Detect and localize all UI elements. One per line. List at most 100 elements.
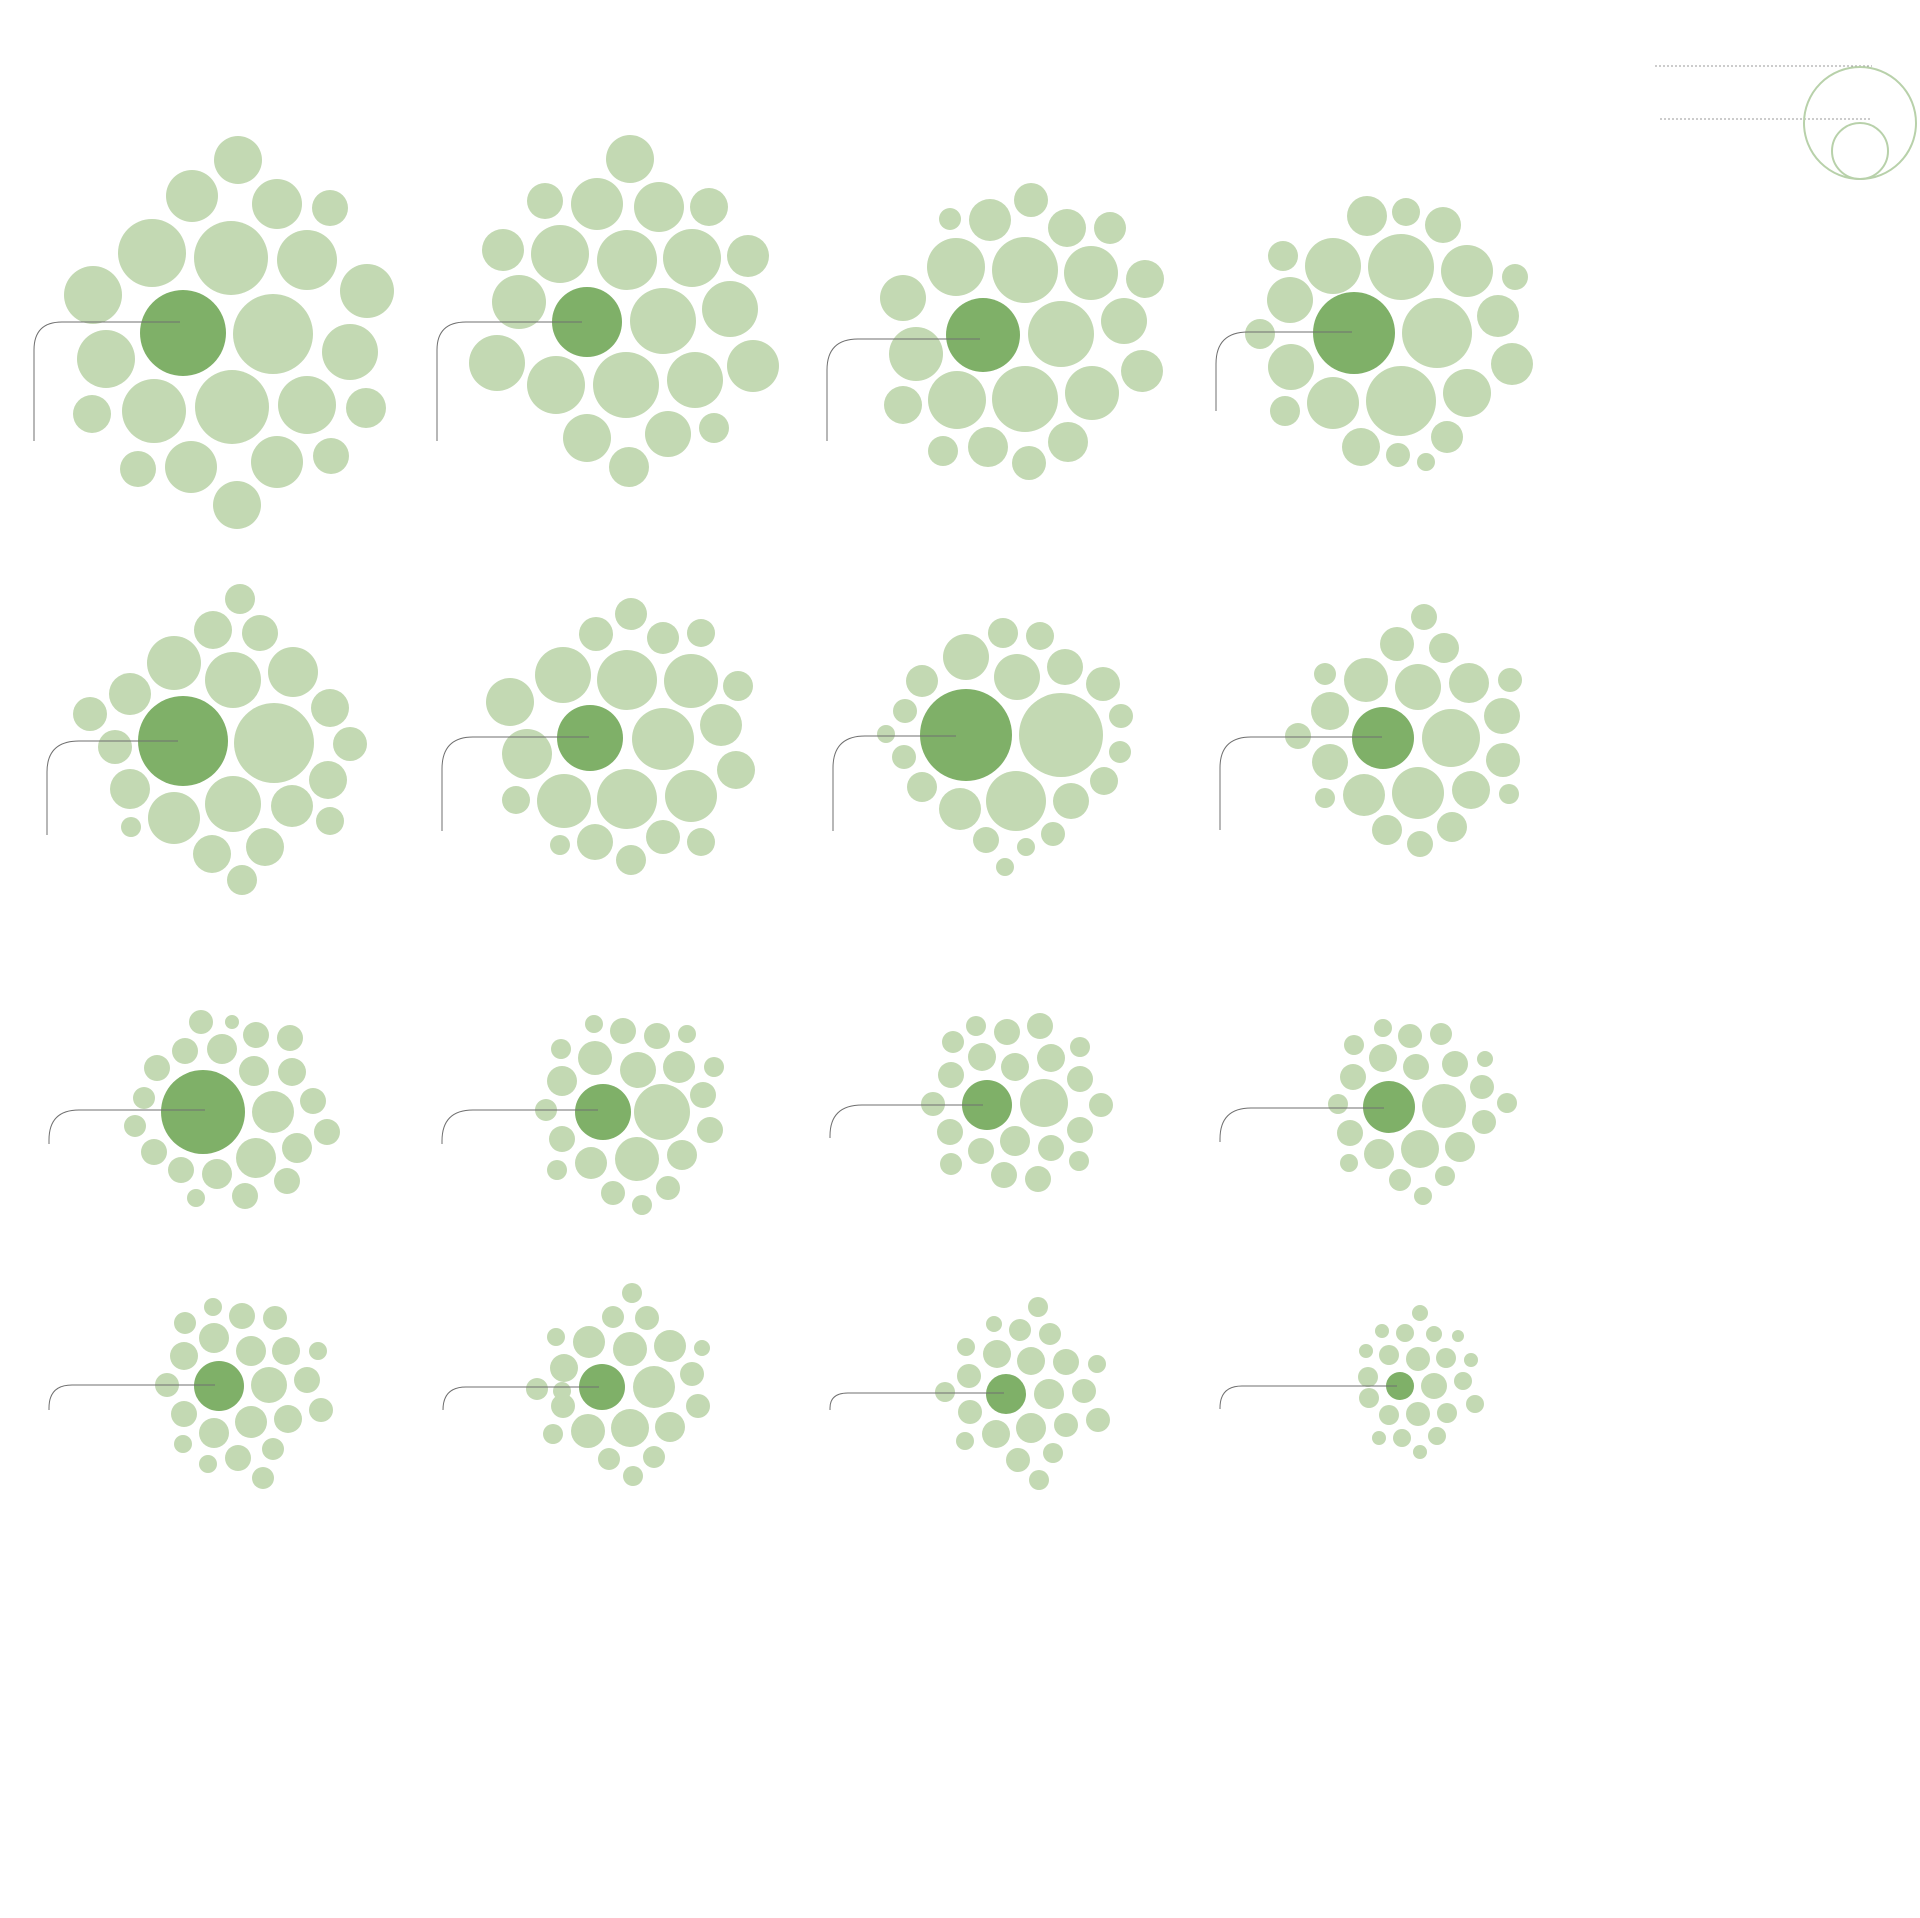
bubble <box>225 584 255 614</box>
bubble <box>632 708 694 770</box>
bubble <box>1109 704 1133 728</box>
bubble <box>1268 344 1314 390</box>
bubble <box>611 1409 649 1447</box>
bubble <box>1499 784 1519 804</box>
bubble <box>1422 1084 1466 1128</box>
bubble <box>551 1039 571 1059</box>
bubble <box>172 1038 198 1064</box>
bubble <box>229 1303 255 1329</box>
bubble <box>77 330 135 388</box>
leader-line-8 <box>1219 736 1382 830</box>
bubble <box>1094 212 1126 244</box>
bubble <box>723 671 753 701</box>
bubble <box>1328 1094 1348 1114</box>
bubble <box>1372 1431 1386 1445</box>
bubble <box>252 179 302 229</box>
bubble <box>1048 422 1088 462</box>
bubble <box>1472 1110 1496 1134</box>
bubble <box>1347 196 1387 236</box>
bubble <box>1344 658 1388 702</box>
bubble <box>1359 1344 1373 1358</box>
bubble <box>527 183 563 219</box>
bubble <box>314 1119 340 1145</box>
bubble <box>274 1405 302 1433</box>
bubble <box>316 807 344 835</box>
bubble <box>1343 774 1385 816</box>
bubble <box>630 288 696 354</box>
bubble <box>1379 1345 1399 1365</box>
bubble <box>579 617 613 651</box>
bubble <box>921 1092 945 1116</box>
bubble <box>645 411 691 457</box>
bubble <box>968 427 1008 467</box>
bubble <box>133 1087 155 1109</box>
bubble <box>531 225 589 283</box>
highlighted-bubble <box>579 1364 625 1410</box>
bubble <box>1375 1324 1389 1338</box>
bubble <box>1486 743 1520 777</box>
bubble <box>880 275 926 321</box>
bubble <box>1412 1305 1428 1321</box>
bubble <box>1029 1470 1049 1490</box>
bubble <box>1417 453 1435 471</box>
bubble <box>1016 1413 1046 1443</box>
leader-line-3 <box>826 338 980 441</box>
bubble <box>1395 664 1441 710</box>
bubble <box>195 370 269 444</box>
bubble <box>551 1394 575 1418</box>
bubble <box>667 352 723 408</box>
bubble <box>482 229 524 271</box>
leader-line-16 <box>1219 1385 1397 1409</box>
bubble <box>1069 1151 1089 1171</box>
bubble <box>239 1056 269 1086</box>
bubble <box>233 294 313 374</box>
bubble <box>1392 767 1444 819</box>
bubble <box>663 229 721 287</box>
bubble <box>1372 815 1402 845</box>
bubble <box>973 827 999 853</box>
bubble-panel-10 <box>535 1015 724 1215</box>
bubble <box>1089 1093 1113 1117</box>
bubble <box>109 673 151 715</box>
bubble <box>204 1298 222 1316</box>
bubble <box>1070 1037 1090 1057</box>
bubble <box>121 817 141 837</box>
bubble <box>983 1340 1011 1368</box>
size-legend <box>1655 65 1917 180</box>
bubble <box>187 1189 205 1207</box>
bubble <box>1502 264 1528 290</box>
bubble <box>969 199 1011 241</box>
bubble <box>1407 831 1433 857</box>
bubble <box>263 1306 287 1330</box>
bubble <box>340 264 394 318</box>
bubble <box>207 1034 237 1064</box>
bubble <box>110 769 150 809</box>
leader-line-5 <box>46 740 178 835</box>
bubble-panel-16 <box>1358 1305 1484 1459</box>
bubble <box>598 1448 620 1470</box>
leader-line-4 <box>1215 331 1352 411</box>
highlighted-bubble <box>552 287 622 357</box>
bubble <box>1312 744 1348 780</box>
bubble <box>633 1366 675 1408</box>
bubble <box>1048 209 1086 247</box>
bubble <box>213 481 261 529</box>
bubble <box>235 1406 267 1438</box>
bubble <box>1477 1051 1493 1067</box>
bubble <box>1396 1324 1414 1342</box>
bubble <box>1366 366 1436 436</box>
bubble <box>609 447 649 487</box>
bubble <box>1431 421 1463 453</box>
bubble <box>1426 1326 1442 1342</box>
bubble <box>64 266 122 324</box>
leader-line-2 <box>436 321 582 441</box>
bubble <box>986 771 1046 831</box>
bubble <box>168 1157 194 1183</box>
bubble-panels <box>64 135 1533 1490</box>
bubble <box>346 388 386 428</box>
bubble <box>1020 1079 1068 1127</box>
bubble <box>1403 1054 1429 1080</box>
bubble <box>992 366 1058 432</box>
bubble <box>1368 234 1434 300</box>
bubble <box>124 1115 146 1137</box>
